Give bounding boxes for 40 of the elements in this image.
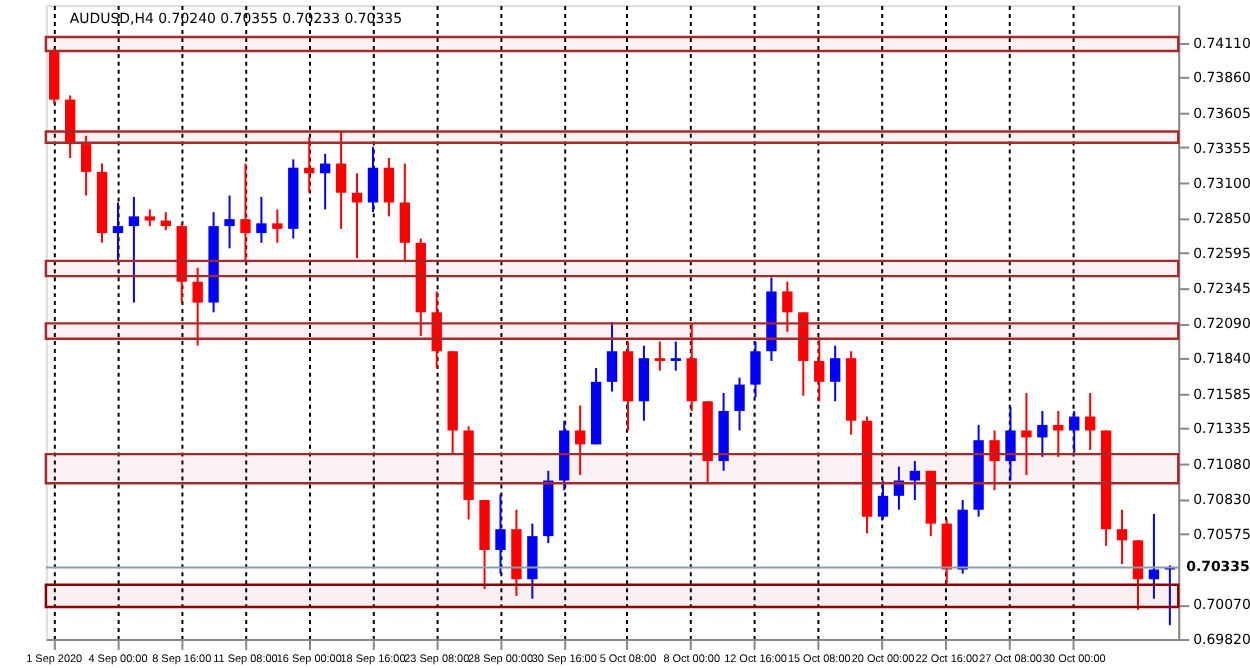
candlestick [1116, 508, 1128, 565]
candlestick [272, 208, 283, 244]
candlestick [734, 376, 745, 432]
candlestick [64, 94, 76, 159]
candlestick [782, 280, 793, 333]
candlestick [335, 130, 347, 230]
candlestick [941, 518, 952, 585]
candlestick [574, 404, 586, 476]
candlestick [1132, 539, 1144, 611]
candlestick [527, 522, 538, 600]
candlestick [192, 266, 203, 347]
candlestick [224, 194, 235, 250]
candlestick [670, 340, 681, 372]
candlestick [686, 322, 697, 413]
candlestick [383, 156, 395, 218]
candlestick [1021, 391, 1032, 476]
candlestick [1037, 410, 1048, 458]
candlestick [1005, 405, 1016, 482]
candlestick [989, 429, 1000, 492]
candlestick [431, 290, 442, 369]
candlestick [814, 336, 825, 403]
candlestick [1069, 410, 1080, 454]
candlestick [80, 134, 92, 197]
candlestick [909, 460, 921, 501]
candlestick [1164, 564, 1176, 627]
candlestick [1084, 391, 1096, 451]
candlestick [606, 321, 618, 393]
candlestick [112, 201, 124, 264]
candlestick [495, 493, 506, 575]
candlestick [893, 465, 905, 511]
candlestick [877, 479, 889, 521]
candlestick [654, 340, 666, 372]
candlestick [638, 344, 650, 422]
candlestick [128, 195, 140, 304]
candlestick [367, 145, 379, 214]
candlestick [240, 162, 251, 264]
candlestick [750, 340, 761, 399]
candlestick [829, 344, 841, 403]
candlestick [399, 162, 411, 264]
candlestick [256, 195, 267, 244]
